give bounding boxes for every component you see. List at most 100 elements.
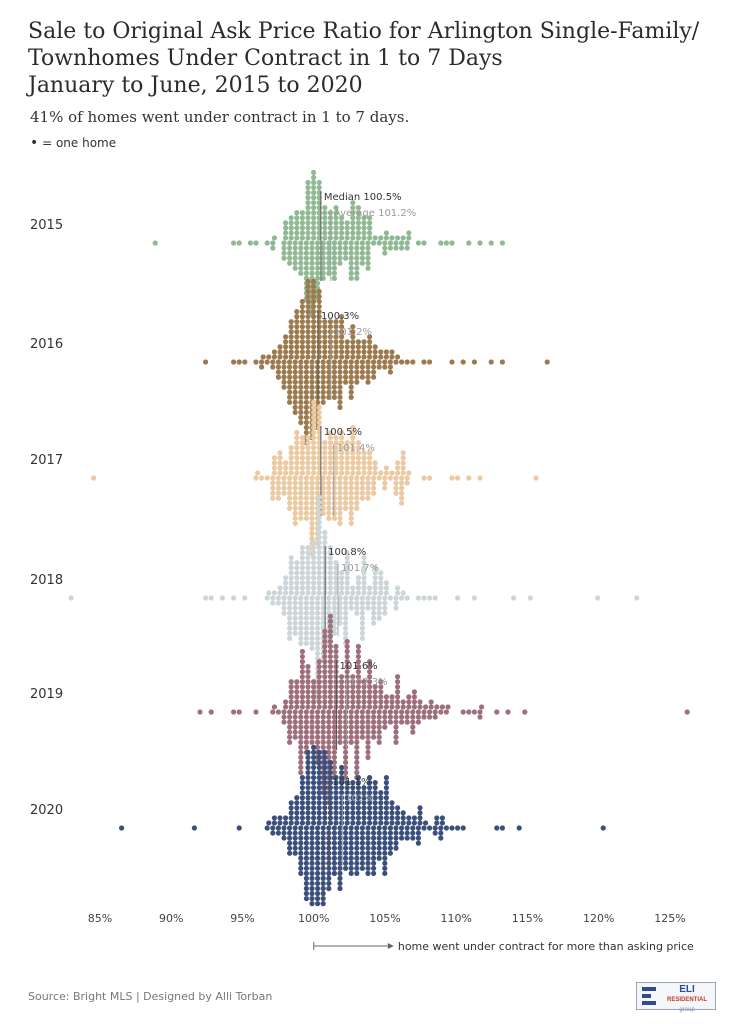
home-dot-2019 (348, 724, 354, 730)
home-dot-2020 (359, 845, 365, 851)
home-dot-2016 (331, 384, 337, 390)
home-dot-2018 (316, 504, 322, 510)
home-dot-2015 (477, 240, 483, 246)
home-dot-2015 (339, 235, 345, 241)
home-dot-2019 (294, 679, 300, 685)
home-dot-2015 (294, 225, 300, 231)
home-dot-2018 (266, 590, 272, 596)
home-dot-2019 (389, 699, 395, 705)
home-dot-2015 (315, 245, 321, 251)
home-dot-2016 (303, 429, 309, 436)
home-dot-2016 (344, 349, 350, 355)
home-dot-2019 (253, 709, 259, 715)
home-dot-2015 (355, 220, 361, 226)
home-dot-2017 (343, 490, 349, 496)
home-dot-2017 (270, 485, 276, 491)
home-dot-2017 (354, 490, 360, 496)
home-dot-2018 (316, 499, 322, 505)
home-dot-2020 (367, 805, 373, 811)
home-dot-2019 (331, 719, 337, 725)
home-dot-2017 (322, 450, 328, 456)
home-dot-2015 (292, 245, 298, 251)
home-dot-2018 (303, 635, 309, 641)
home-dot-2017 (350, 445, 356, 451)
home-dot-2017 (320, 510, 326, 516)
home-dot-2017 (354, 495, 360, 501)
home-dot-2019 (421, 709, 427, 715)
home-dot-2017 (322, 445, 328, 451)
home-dot-2019 (344, 674, 350, 680)
home-dot-2017 (350, 440, 356, 446)
home-dot-2017 (343, 495, 349, 501)
home-dot-2019 (404, 709, 410, 715)
home-dot-2019 (355, 699, 361, 705)
home-dot-2017 (287, 505, 293, 511)
home-dot-2015 (326, 255, 332, 261)
home-dot-2020 (309, 901, 315, 907)
home-dot-2020 (378, 820, 384, 826)
home-dot-2018 (298, 635, 304, 641)
home-dot-2017 (294, 460, 300, 466)
home-dot-2017 (331, 515, 337, 521)
home-dot-2017 (367, 455, 373, 461)
home-dot-2018 (372, 580, 378, 586)
home-dot-2015 (387, 245, 393, 251)
home-dot-2015 (322, 210, 328, 216)
home-dot-2019 (288, 704, 294, 710)
home-dot-2020 (320, 870, 326, 876)
home-dot-2019 (393, 724, 399, 730)
home-dot-2019 (322, 669, 328, 675)
home-dot-2019 (393, 719, 399, 725)
home-dot-2019 (355, 643, 361, 650)
home-dot-2019 (303, 734, 309, 740)
home-dot-2020 (264, 825, 270, 831)
home-dot-2020 (339, 785, 345, 791)
home-dot-2019 (395, 689, 401, 695)
home-dot-2015 (331, 275, 337, 281)
home-dot-2020 (389, 810, 395, 816)
home-dot-2020 (287, 835, 293, 841)
home-dot-2015 (365, 255, 371, 261)
median-label-2018: 100.8% (328, 547, 366, 558)
home-dot-2020 (283, 815, 289, 821)
home-dot-2019 (382, 724, 388, 730)
home-dot-2020 (309, 890, 315, 897)
home-dot-2015 (311, 190, 317, 196)
home-dot-2019 (315, 734, 321, 740)
home-dot-2019 (428, 699, 434, 705)
home-dot-2019 (299, 684, 305, 690)
home-dot-2015 (303, 255, 309, 261)
home-dot-2017 (331, 500, 337, 506)
home-dot-2015 (331, 245, 337, 251)
home-dot-2015 (337, 240, 343, 246)
home-dot-2016 (311, 288, 317, 295)
home-dot-2017 (333, 450, 339, 456)
home-dot-2020 (348, 835, 354, 841)
home-dot-2017 (355, 450, 361, 456)
home-dot-2018 (315, 595, 321, 601)
home-dot-2017 (395, 465, 401, 471)
home-dot-2020 (309, 860, 315, 866)
home-dot-2015 (348, 265, 354, 271)
home-dot-2019 (320, 739, 326, 745)
home-dot-2017 (372, 460, 378, 466)
home-dot-2020 (355, 810, 361, 816)
home-dot-2018 (309, 630, 315, 636)
home-dot-2017 (399, 485, 405, 491)
home-dot-2019 (355, 664, 361, 670)
home-dot-2015 (311, 174, 317, 181)
home-dot-2016 (283, 339, 289, 345)
home-dot-2018 (382, 600, 388, 606)
home-dot-2020 (303, 830, 309, 836)
home-dot-2019 (197, 709, 203, 715)
home-dot-2016 (337, 364, 343, 370)
home-dot-2018 (359, 600, 365, 606)
home-dot-2015 (333, 225, 339, 231)
home-dot-2018 (343, 630, 349, 636)
home-dot-2020 (320, 880, 326, 887)
home-dot-2019 (303, 709, 309, 715)
home-dot-2020 (387, 840, 393, 846)
home-dot-2017 (292, 515, 298, 521)
home-dot-2017 (350, 465, 356, 471)
home-dot-2019 (376, 714, 382, 720)
